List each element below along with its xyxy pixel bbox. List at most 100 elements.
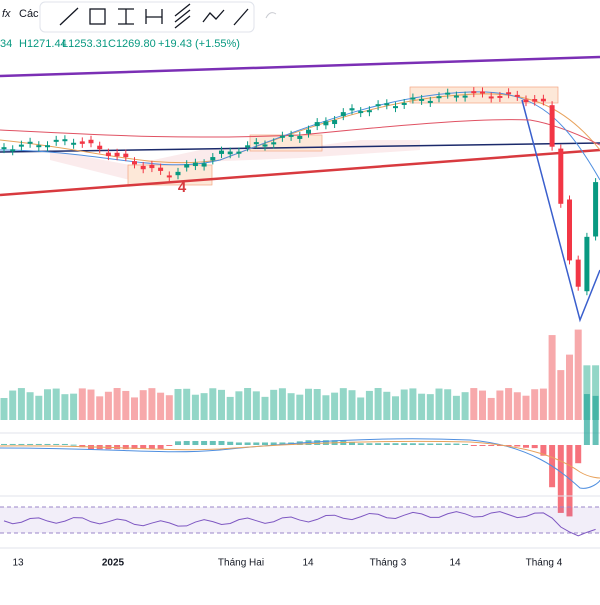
macd-bar: [523, 445, 529, 448]
signal-line: [0, 440, 600, 479]
text-tool[interactable]: [118, 8, 134, 25]
path-tool[interactable]: [202, 9, 225, 23]
macd-bar: [244, 442, 251, 445]
volume-bar: [435, 388, 443, 420]
volume-bar: [548, 335, 556, 420]
volume-bar: [287, 393, 295, 420]
time-label: 2025: [102, 558, 125, 569]
candle-body: [149, 164, 155, 169]
volume-bar: [35, 395, 43, 420]
volume-bar: [305, 388, 312, 420]
volume-bar: [174, 388, 182, 420]
volume-bar: [218, 389, 225, 420]
volume-bar: [496, 390, 504, 420]
channel-tool[interactable]: [174, 3, 191, 29]
volume-bar: [104, 391, 112, 420]
macd-bar: [462, 443, 469, 445]
volume-bar: [322, 395, 330, 420]
rectangle-tool[interactable]: [89, 8, 106, 25]
indicators-label: Các: [19, 8, 39, 20]
candle-body: [27, 141, 33, 144]
candle-body: [236, 151, 242, 154]
volume-bar: [113, 388, 121, 420]
candle-body: [488, 96, 494, 99]
volume-bar: [278, 388, 286, 420]
macd-bar: [279, 442, 286, 445]
volume-bar: [313, 389, 321, 420]
candle-body: [523, 99, 529, 103]
candle-body: [166, 175, 172, 178]
macd-bar: [61, 443, 68, 445]
candle-body: [323, 121, 329, 126]
candle-body: [401, 102, 407, 105]
time-label: 13: [12, 558, 24, 569]
macd-bar: [531, 445, 538, 449]
candle-body: [140, 165, 146, 170]
volume-bar: [9, 390, 17, 420]
candle-body: [262, 144, 268, 147]
candle-body: [88, 139, 94, 144]
time-label: Tháng 3: [370, 558, 407, 569]
volume-bar: [296, 394, 304, 420]
candle-body: [349, 108, 355, 111]
candle-body: [192, 162, 198, 167]
volume-bar: [331, 392, 339, 420]
macd-bar: [9, 443, 16, 445]
volume-bar: [452, 395, 460, 420]
macd-bar: [1, 443, 7, 445]
moving-average: [0, 119, 600, 146]
rsi-line: [3, 511, 596, 537]
volume-bar: [252, 391, 260, 420]
candle-body: [410, 97, 416, 100]
macd-bar: [375, 443, 382, 445]
volume-bar: [365, 390, 373, 420]
redo-icon[interactable]: [265, 12, 277, 19]
volume-bar: [539, 388, 547, 420]
macd-bar: [470, 445, 477, 446]
macd-bar: [201, 440, 208, 445]
volume-bar: [226, 396, 234, 420]
volume-bar: [70, 393, 78, 420]
formula-icon: fx: [2, 8, 11, 20]
volume-bar: [261, 396, 269, 420]
candles: [1, 87, 599, 296]
volume-bar: [461, 392, 469, 420]
volume-bar: [339, 388, 347, 420]
volume-bar: [270, 389, 278, 420]
candle-body: [593, 182, 599, 237]
arrow-tool[interactable]: [233, 8, 249, 26]
candle-body: [219, 150, 224, 154]
volume-bar: [566, 354, 573, 420]
macd-bar: [70, 444, 77, 446]
macd-bar: [218, 441, 225, 445]
moving-average: [0, 91, 600, 181]
volume-bar: [444, 389, 452, 420]
macd-bar: [262, 442, 268, 445]
trend-line-tool[interactable]: [59, 7, 79, 26]
macd-bar: [122, 445, 129, 450]
macd-bar: [436, 443, 442, 445]
volume-bar: [409, 388, 417, 420]
macd-bar: [557, 445, 564, 513]
candle-body: [306, 129, 311, 134]
candle-body: [567, 199, 572, 261]
volume-bar: [148, 388, 156, 420]
volume-bar: [244, 388, 252, 420]
macd-bar: [175, 441, 181, 445]
candle-body: [540, 98, 546, 102]
candle-body: [97, 145, 103, 150]
volume-bar: [348, 390, 356, 420]
candle-body: [123, 153, 129, 158]
volume-bar: [87, 389, 95, 420]
candle-body: [506, 92, 512, 95]
volume-bar: [383, 391, 391, 420]
candle-body: [227, 151, 233, 155]
volume-bar: [583, 365, 591, 420]
candle-body: [453, 95, 459, 98]
drawing-toolbar: [39, 1, 277, 33]
wave-label: 4: [178, 179, 187, 196]
macd-bar: [140, 445, 147, 449]
measure-tool[interactable]: [145, 9, 163, 24]
macd-bar: [444, 443, 451, 445]
